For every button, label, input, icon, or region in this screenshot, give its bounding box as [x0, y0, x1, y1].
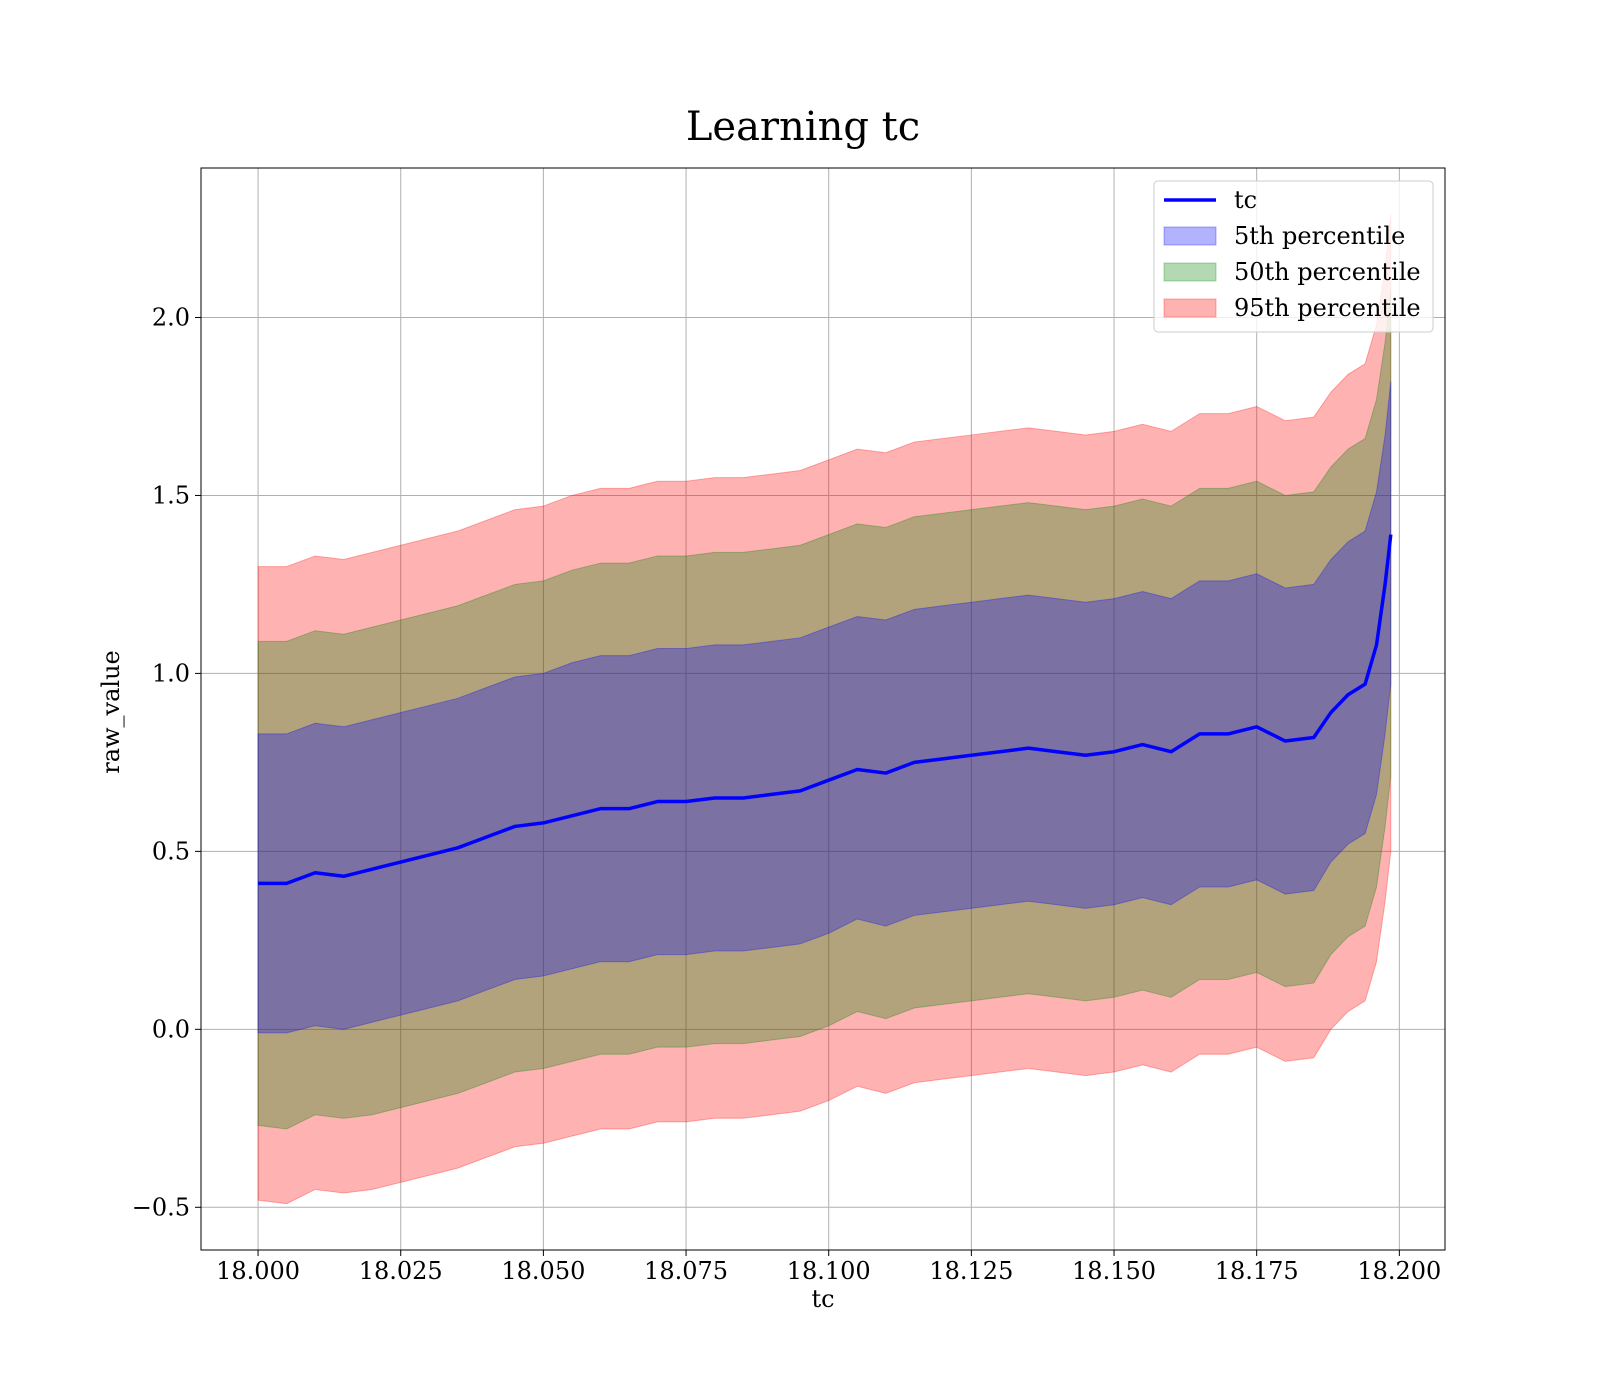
- legend-box: [1153, 180, 1434, 333]
- x-tick-label: 18.050: [501, 1257, 585, 1285]
- legend-swatch-5th: [1163, 226, 1217, 246]
- y-tick-label: 0.5: [152, 837, 190, 865]
- y-tick-label: 0.0: [152, 1015, 190, 1043]
- legend-label: 95th percentile: [1234, 294, 1421, 322]
- x-tick-label: 18.075: [644, 1257, 728, 1285]
- x-tick-label: 18.150: [1072, 1257, 1156, 1285]
- percentile-bands: [257, 214, 1392, 1205]
- x-axis-ticks: 18.000 18.025 18.050 18.075 18.100 18.125 18.1…: [216, 1250, 1441, 1285]
- legend-label: 50th percentile: [1234, 258, 1421, 286]
- x-tick-label: 18.175: [1215, 1257, 1299, 1285]
- band-95th: [257, 214, 1392, 1205]
- x-tick-label: 18.125: [929, 1257, 1013, 1285]
- x-tick-label: 18.200: [1357, 1257, 1441, 1285]
- x-tick-label: 18.100: [787, 1257, 871, 1285]
- series-lines: [258, 534, 1393, 886]
- y-tick-label: 1.0: [152, 659, 190, 687]
- tc-line: [258, 534, 1393, 886]
- x-tick-label: 18.025: [359, 1257, 443, 1285]
- plot-frame: [200, 167, 1446, 1251]
- band-5th: [257, 381, 1392, 1034]
- legend: tc 5th percentile 50th percentile 95th perc…: [1153, 180, 1434, 333]
- y-axis-ticks: −0.5 0.0 0.5 1.0 1.5 2.0: [132, 303, 201, 1221]
- legend-swatch-95th: [1163, 298, 1217, 318]
- legend-label: 5th percentile: [1234, 222, 1405, 250]
- band-50th: [257, 288, 1392, 1130]
- y-tick-label: 1.5: [152, 481, 190, 509]
- x-axis-label: tc: [811, 1285, 834, 1313]
- chart-title: Learning tc: [686, 104, 920, 150]
- legend-label: tc: [1234, 186, 1257, 214]
- x-tick-label: 18.000: [216, 1257, 300, 1285]
- y-axis-label: raw_value: [97, 650, 125, 774]
- legend-swatch-50th: [1163, 262, 1217, 282]
- y-tick-label: −0.5: [132, 1193, 190, 1221]
- grid: [201, 168, 1445, 1250]
- y-tick-label: 2.0: [152, 303, 190, 331]
